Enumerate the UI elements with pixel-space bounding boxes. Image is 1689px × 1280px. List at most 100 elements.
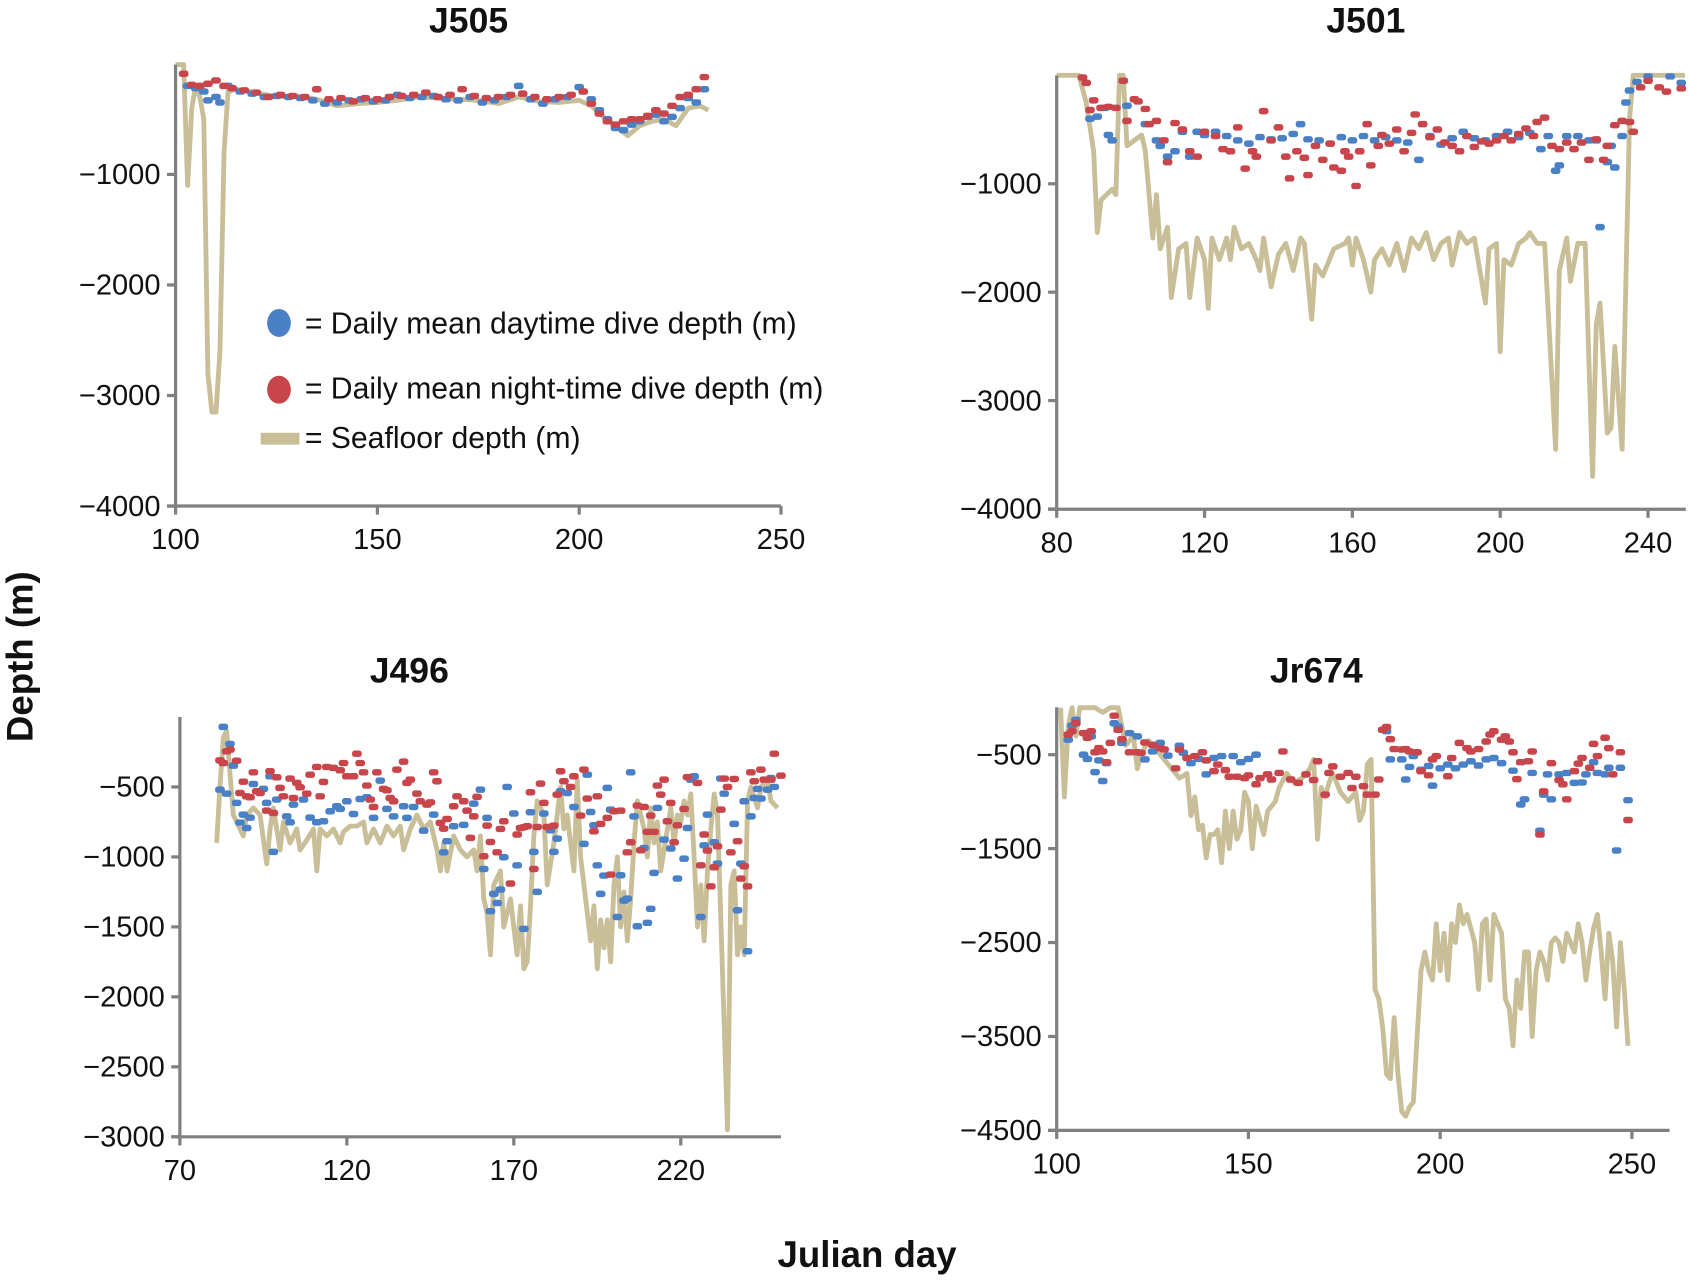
panel-title: J496 — [370, 651, 449, 691]
day-dive-point — [579, 840, 589, 848]
night-dive-point — [1117, 735, 1127, 743]
night-dive-point — [251, 89, 262, 96]
night-dive-point — [225, 746, 235, 753]
day-dive-point — [1466, 757, 1476, 765]
night-dive-point — [695, 862, 706, 869]
day-dive-point — [1163, 752, 1173, 759]
day-dive-point — [528, 848, 539, 856]
night-dive-point — [1113, 726, 1123, 734]
day-dive-point — [746, 813, 756, 820]
night-dive-point — [1140, 739, 1150, 746]
day-dive-point — [342, 798, 352, 805]
x-tick-label: 70 — [164, 1155, 196, 1187]
night-dive-point — [1133, 98, 1143, 105]
night-dive-point — [505, 880, 516, 887]
night-dive-point — [626, 115, 637, 123]
night-dive-point — [559, 778, 569, 785]
x-tick-label: 200 — [1416, 1148, 1465, 1180]
night-dive-point — [1240, 165, 1251, 172]
night-dive-point — [1184, 148, 1195, 155]
night-dive-point — [1209, 767, 1219, 775]
night-dive-point — [1082, 734, 1093, 741]
night-dive-point — [732, 837, 743, 845]
day-dive-point — [691, 99, 702, 106]
night-dive-point — [776, 772, 786, 779]
night-dive-point — [736, 875, 746, 882]
night-dive-point — [348, 773, 359, 780]
x-tick-label: 100 — [1032, 1148, 1081, 1180]
day-dive-point — [1611, 847, 1622, 854]
x-tick-label: 120 — [323, 1155, 372, 1187]
day-dive-point — [1170, 148, 1180, 155]
day-dive-point — [307, 97, 318, 104]
night-dive-point — [683, 91, 694, 99]
night-dive-point — [1576, 139, 1587, 146]
night-dive-point — [1539, 114, 1550, 121]
day-dive-point — [679, 855, 689, 862]
night-dive-point — [1335, 773, 1346, 780]
night-dive-point — [615, 807, 626, 814]
day-dive-point — [562, 789, 573, 797]
night-dive-point — [1097, 748, 1108, 755]
night-dive-point — [719, 775, 730, 782]
day-dive-point — [629, 813, 639, 820]
night-dive-point — [248, 769, 259, 776]
day-dive-point — [318, 818, 329, 825]
night-dive-point — [1423, 772, 1434, 779]
night-dive-point — [618, 118, 629, 125]
night-dive-point — [1284, 175, 1295, 182]
panel-title: J501 — [1326, 0, 1405, 40]
night-dive-point — [498, 818, 509, 825]
night-dive-point — [1385, 735, 1396, 743]
night-dive-point — [517, 90, 528, 97]
day-dive-point — [532, 888, 543, 896]
day-dive-point — [1676, 79, 1687, 87]
day-dive-point — [582, 771, 593, 778]
night-dive-point — [1491, 137, 1502, 144]
night-dive-point — [219, 82, 229, 90]
day-dive-point — [1347, 137, 1358, 144]
night-dive-point — [227, 84, 237, 92]
x-tick-label: 170 — [490, 1155, 539, 1187]
day-dive-point — [488, 890, 499, 898]
night-dive-point — [1432, 126, 1443, 133]
day-dive-point — [1581, 771, 1591, 778]
day-dive-point — [1427, 782, 1438, 789]
night-dive-point — [1521, 125, 1531, 132]
night-dive-point — [1103, 103, 1114, 111]
day-dive-point — [1577, 779, 1587, 786]
night-dive-point — [285, 775, 295, 782]
night-dive-point — [355, 759, 366, 767]
x-tick-label: 250 — [1608, 1148, 1657, 1180]
night-dive-point — [1462, 132, 1472, 140]
night-dive-point — [1523, 757, 1534, 765]
night-dive-point — [218, 759, 229, 767]
night-dive-point — [1384, 140, 1395, 147]
night-dive-point — [481, 94, 492, 102]
night-dive-point — [1324, 769, 1334, 777]
night-dive-point — [412, 790, 422, 797]
night-dive-point — [1615, 749, 1626, 756]
night-dive-point — [1412, 749, 1422, 756]
night-dive-point — [1476, 138, 1487, 145]
night-dive-point — [665, 799, 676, 807]
night-dive-point — [579, 766, 589, 773]
day-dive-point — [1155, 739, 1166, 747]
night-dive-point — [592, 793, 603, 800]
night-dive-point — [1602, 142, 1613, 150]
day-dive-point — [585, 808, 596, 816]
y-tick-label: −2500 — [83, 1052, 165, 1084]
day-dive-point — [1624, 87, 1635, 94]
night-dive-point — [1218, 145, 1228, 153]
day-dive-point — [1458, 761, 1469, 768]
night-dive-point — [742, 883, 753, 890]
day-dive-point — [298, 796, 309, 803]
day-dive-point — [325, 808, 335, 815]
day-dive-point — [1295, 120, 1306, 128]
day-dive-point — [645, 905, 656, 913]
day-dive-point — [1561, 132, 1572, 140]
night-dive-point — [1358, 782, 1369, 790]
night-dive-point — [1425, 133, 1435, 141]
night-dive-point — [1661, 88, 1672, 95]
night-dive-point — [239, 87, 250, 94]
